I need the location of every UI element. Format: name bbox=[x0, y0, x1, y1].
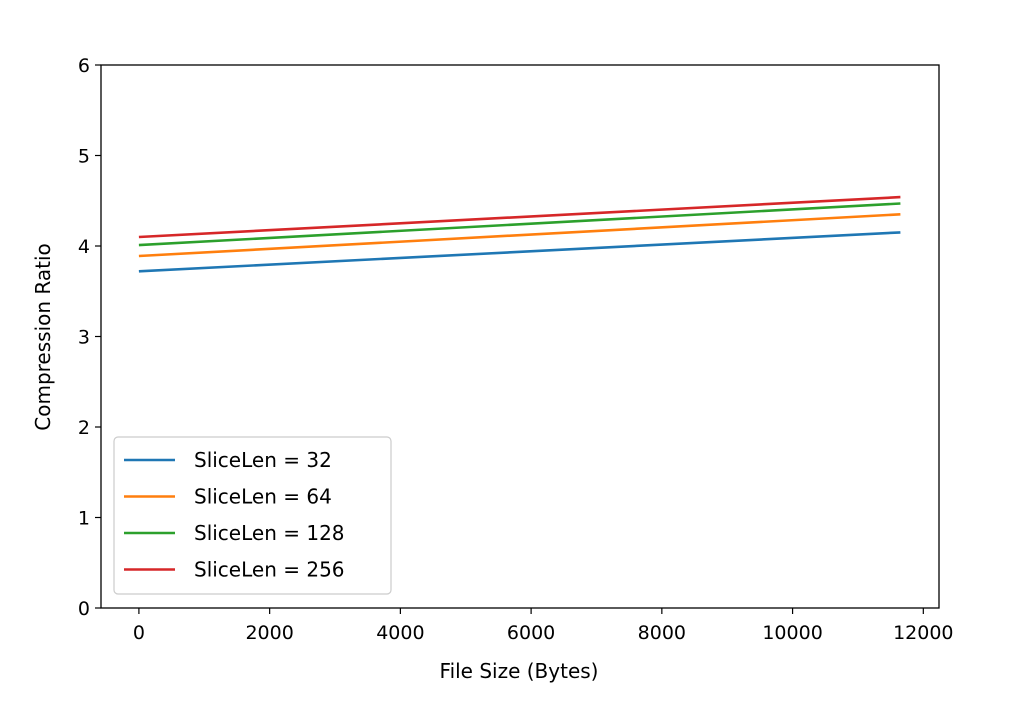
x-tick-label: 8000 bbox=[638, 622, 686, 644]
x-tick-label: 12000 bbox=[893, 622, 953, 644]
legend-entry: SliceLen = 256 bbox=[194, 558, 345, 582]
x-tick-label: 4000 bbox=[376, 622, 424, 644]
x-tick-label: 6000 bbox=[507, 622, 555, 644]
series-line-2 bbox=[138, 202, 901, 247]
y-tick-label: 3 bbox=[78, 327, 90, 349]
legend-entry: SliceLen = 64 bbox=[194, 485, 332, 509]
x-axis-label: File Size (Bytes) bbox=[440, 659, 599, 683]
legend-entry: SliceLen = 128 bbox=[194, 521, 345, 545]
y-axis-label: Compression Ratio bbox=[31, 243, 55, 430]
legend-entry: SliceLen = 32 bbox=[194, 448, 332, 472]
x-axis-ticks: 0 2000 4000 6000 8000 10000 12000 bbox=[133, 608, 954, 644]
x-tick-label: 2000 bbox=[245, 622, 293, 644]
series-line-1 bbox=[138, 213, 901, 258]
legend: SliceLen = 32 SliceLen = 64 SliceLen = 128… bbox=[113, 436, 392, 595]
y-tick-label: 0 bbox=[78, 598, 90, 620]
series-lines bbox=[138, 195, 901, 273]
x-tick-label: 0 bbox=[133, 622, 145, 644]
x-tick-label: 10000 bbox=[762, 622, 822, 644]
y-tick-label: 6 bbox=[78, 55, 90, 77]
legend-box bbox=[113, 436, 392, 595]
series-line-0 bbox=[138, 231, 901, 273]
y-axis-ticks: 0 1 2 3 4 5 6 bbox=[78, 55, 101, 620]
y-tick-label: 5 bbox=[78, 146, 90, 168]
y-tick-label: 4 bbox=[78, 236, 90, 258]
series-line-3 bbox=[138, 195, 901, 239]
y-tick-label: 1 bbox=[78, 508, 90, 530]
y-tick-label: 2 bbox=[78, 417, 90, 439]
